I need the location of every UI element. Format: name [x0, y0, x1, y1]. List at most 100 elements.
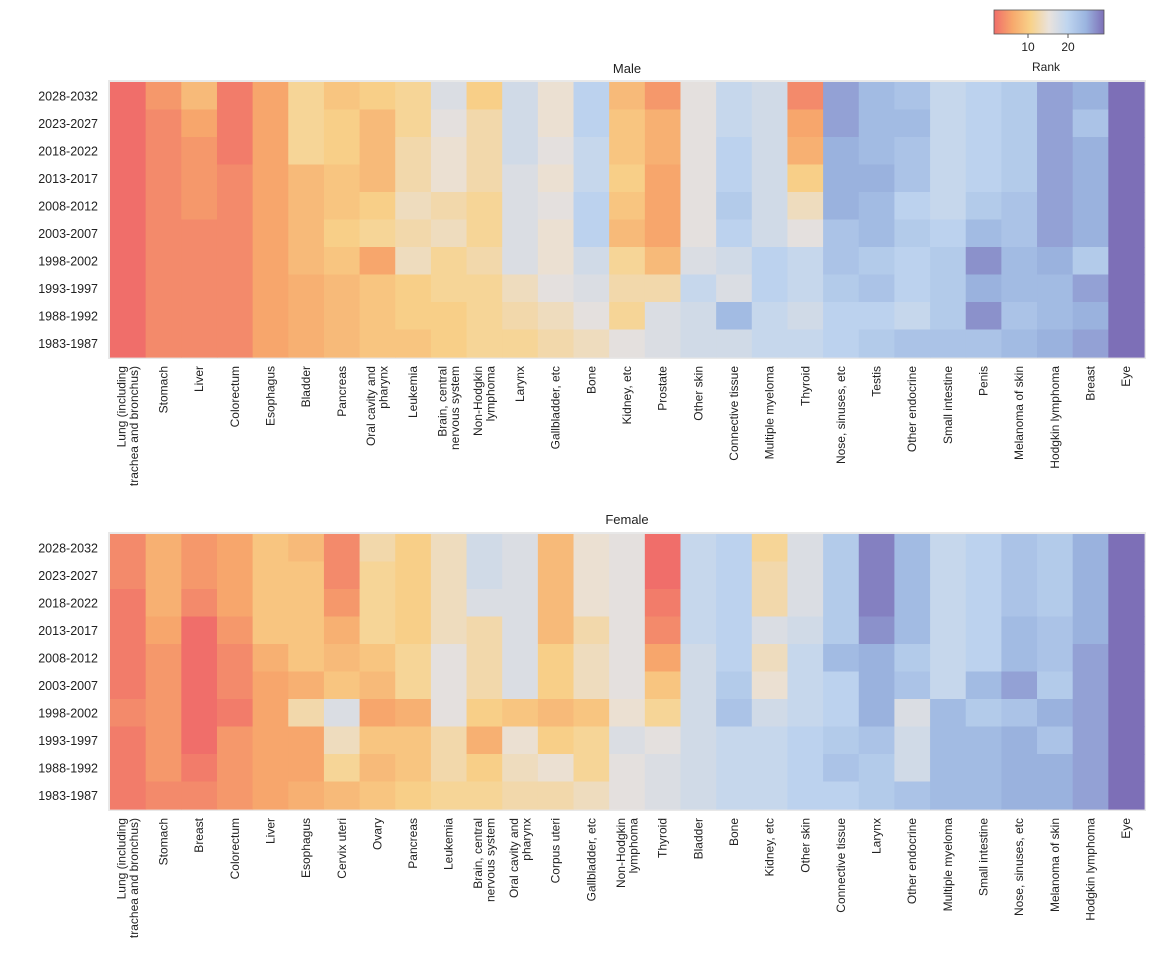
heatmap-cell: [858, 109, 896, 138]
heatmap-cell: [680, 302, 717, 331]
heatmap-cell: [716, 329, 753, 358]
heatmap-cell: [930, 781, 967, 810]
heatmap-cell: [181, 109, 218, 138]
heatmap-cell: [323, 671, 361, 700]
heatmap-cell: [751, 219, 789, 248]
heatmap-cell: [1108, 616, 1145, 645]
heatmap-cell: [216, 109, 254, 138]
heatmap-cell: [145, 644, 182, 673]
heatmap-cell: [823, 247, 860, 276]
heatmap-cell: [359, 726, 396, 755]
heatmap-cell: [716, 699, 753, 728]
heatmap-cell: [181, 219, 218, 248]
heatmap-cell: [930, 671, 967, 700]
heatmap-cell: [680, 192, 717, 221]
heatmap-cell: [894, 109, 931, 138]
heatmap-cell: [644, 534, 682, 563]
heatmap-cell: [787, 644, 824, 673]
heatmap-cell: [1072, 561, 1109, 590]
column-label: Melanoma of skin: [1012, 366, 1026, 460]
heatmap-cell: [359, 781, 396, 810]
heatmap-cell: [502, 589, 539, 618]
heatmap-cell: [787, 219, 824, 248]
heatmap-cell: [965, 192, 1002, 221]
heatmap-cell: [644, 329, 682, 358]
heatmap-cell: [288, 329, 325, 358]
column-label: Connective tissue: [834, 818, 848, 913]
heatmap-cell: [216, 644, 254, 673]
heatmap-cell: [1072, 192, 1109, 221]
heatmap-cell: [323, 82, 361, 111]
heatmap-cell: [323, 616, 361, 645]
heatmap-cell: [716, 671, 753, 700]
heatmap-cell: [858, 561, 896, 590]
heatmap-cell: [323, 781, 361, 810]
heatmap-cell: [573, 219, 610, 248]
heatmap-cell: [466, 82, 503, 111]
heatmap-cell: [181, 561, 218, 590]
heatmap-cell: [502, 247, 539, 276]
heatmap-cell: [288, 247, 325, 276]
column-label: Stomach: [156, 818, 170, 865]
heatmap-cell: [1037, 671, 1074, 700]
heatmap-cell: [1108, 644, 1145, 673]
row-label: 2028-2032: [38, 89, 98, 103]
heatmap-cell: [216, 726, 254, 755]
heatmap-cell: [1108, 534, 1145, 563]
heatmap-cell: [965, 699, 1002, 728]
heatmap-cell: [216, 534, 254, 563]
heatmap-cell: [181, 302, 218, 331]
heatmap-cell: [430, 192, 468, 221]
heatmap-cell: [965, 754, 1002, 783]
heatmap-cell: [181, 534, 218, 563]
heatmap-cell: [466, 329, 503, 358]
heatmap-cell: [1072, 726, 1109, 755]
heatmap-cell: [823, 726, 860, 755]
column-label: Brain, centralnervous system: [435, 366, 462, 450]
heatmap-cell: [359, 616, 396, 645]
heatmap-cell: [609, 534, 646, 563]
heatmap-cell: [1072, 109, 1109, 138]
heatmap-cell: [537, 699, 575, 728]
heatmap-cell: [252, 192, 289, 221]
heatmap-cell: [537, 109, 575, 138]
row-label: 2013-2017: [38, 624, 98, 638]
heatmap-cell: [1108, 82, 1145, 111]
heatmap-cell: [787, 726, 824, 755]
heatmap-cell: [823, 274, 860, 303]
heatmap-cell: [466, 192, 503, 221]
heatmap-cell: [502, 302, 539, 331]
heatmap-cell: [145, 616, 182, 645]
heatmap-cell: [644, 219, 682, 248]
heatmap-cell: [145, 274, 182, 303]
heatmap-cell: [823, 671, 860, 700]
heatmap-cell: [823, 192, 860, 221]
heatmap-cell: [466, 274, 503, 303]
heatmap-cell: [751, 534, 789, 563]
heatmap-cell: [395, 219, 432, 248]
heatmap-cell: [395, 561, 432, 590]
column-label: Liver: [192, 366, 206, 392]
heatmap-cell: [395, 616, 432, 645]
heatmap-cell: [1072, 137, 1109, 166]
heatmap-cell: [1072, 164, 1109, 193]
heatmap-cell: [466, 589, 503, 618]
column-label: Hodgkin lymphoma: [1084, 818, 1098, 921]
heatmap-cell: [1037, 109, 1074, 138]
heatmap-cell: [894, 726, 931, 755]
column-label: Nose, sinuses, etc: [1012, 818, 1026, 916]
heatmap-cell: [252, 726, 289, 755]
heatmap-cell: [430, 302, 468, 331]
panel-title: Male: [613, 61, 641, 76]
heatmap-cell: [537, 644, 575, 673]
heatmap-cell: [716, 589, 753, 618]
heatmap-cell: [181, 164, 218, 193]
heatmap-cell: [573, 534, 610, 563]
heatmap-cell: [930, 82, 967, 111]
heatmap-cell: [858, 616, 896, 645]
heatmap-cell: [430, 589, 468, 618]
column-label: Ovary: [370, 818, 384, 850]
heatmap-cell: [894, 754, 931, 783]
heatmap-cell: [145, 781, 182, 810]
heatmap-cell: [395, 247, 432, 276]
